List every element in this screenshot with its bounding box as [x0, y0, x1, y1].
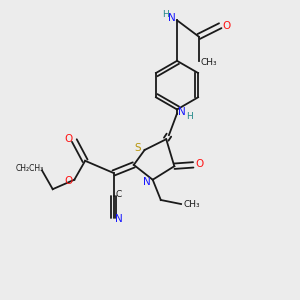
Text: O: O: [222, 21, 230, 31]
Text: O: O: [64, 176, 73, 186]
Text: O: O: [195, 158, 203, 169]
Text: S: S: [134, 143, 141, 153]
Text: N: N: [143, 177, 151, 187]
Text: H: H: [162, 10, 169, 19]
Text: H: H: [186, 112, 193, 121]
Text: N: N: [168, 14, 176, 23]
Text: CH₃: CH₃: [201, 58, 217, 67]
Text: C: C: [115, 190, 122, 199]
Text: N: N: [115, 214, 122, 224]
Text: O: O: [64, 134, 73, 144]
Text: N: N: [178, 107, 186, 117]
Text: CH₂CH₃: CH₂CH₃: [16, 164, 44, 173]
Text: CH₃: CH₃: [183, 200, 200, 208]
